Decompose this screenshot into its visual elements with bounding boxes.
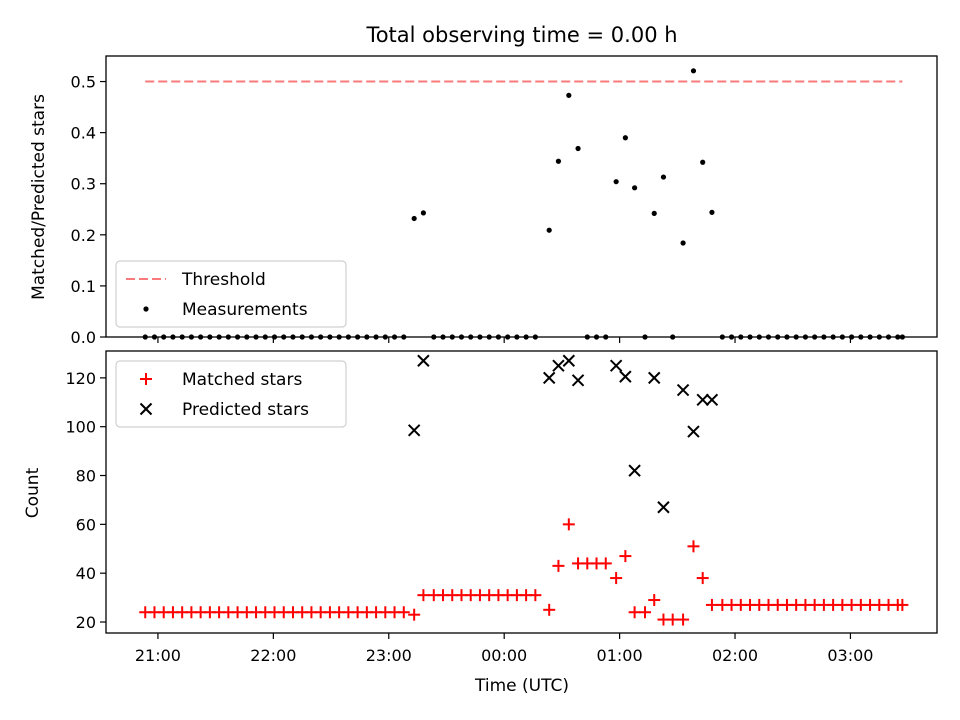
legend-swatch: [140, 373, 152, 385]
data-point: [408, 608, 421, 621]
x-tick-label: 03:00: [827, 646, 873, 665]
data-point: [575, 145, 581, 152]
data-point: [666, 613, 679, 626]
data-point: [555, 158, 562, 164]
bottom-legend: Matched stars Predicted stars: [115, 360, 347, 428]
data-point: [632, 185, 638, 191]
top-axes: 0.0 0.1 0.2 0.3 0.4 0.5: [71, 55, 938, 347]
data-point: [411, 215, 417, 222]
data-point: [529, 589, 542, 602]
data-point: [542, 371, 556, 385]
data-point: [657, 501, 670, 514]
data-point: [543, 603, 556, 616]
y-tick-label: 0.4: [71, 124, 96, 143]
data-point: [700, 159, 706, 165]
data-point: [599, 557, 612, 570]
y-tick-label: 60: [76, 515, 96, 534]
legend-entry: Threshold: [126, 270, 266, 290]
data-point: [552, 559, 565, 572]
top-legend: Threshold Measurements: [115, 260, 347, 328]
data-point: [705, 393, 719, 407]
data-point: [696, 393, 709, 407]
data-point: [651, 210, 657, 216]
data-point: [676, 383, 690, 397]
data-point: [613, 179, 619, 185]
chart-title: Total observing time = 0.00 h: [365, 23, 677, 47]
bottom-plot-marks: [139, 354, 909, 626]
data-point: [619, 550, 632, 563]
legend-label: Measurements: [182, 300, 308, 320]
data-point: [896, 598, 909, 611]
data-point: [609, 359, 623, 372]
data-point: [417, 589, 430, 602]
y-tick-label: 20: [76, 613, 96, 632]
data-point: [552, 359, 565, 372]
y-tick-label: 100: [65, 418, 96, 437]
bottom-axes-frame: [105, 350, 938, 634]
legend-box: [115, 260, 347, 328]
data-point: [709, 209, 715, 215]
y-tick-label: 40: [76, 564, 96, 583]
data-point: [638, 606, 651, 619]
y-tick-label: 120: [65, 369, 96, 388]
legend-swatch: [143, 306, 149, 312]
data-point: [546, 227, 552, 233]
data-point: [696, 572, 709, 585]
data-point: [690, 68, 697, 74]
x-axis-label: Time (UTC): [474, 676, 569, 696]
legend-swatch: [139, 402, 153, 416]
data-point: [648, 594, 661, 607]
series-predicted-stars: [407, 354, 719, 514]
x-tick-label: 22:00: [250, 646, 296, 665]
data-point: [417, 354, 430, 367]
y-tick-label: 0.2: [71, 226, 96, 245]
data-point: [407, 424, 421, 437]
legend-box: [115, 360, 347, 428]
y-tick-label: 80: [76, 467, 96, 486]
data-point: [420, 210, 426, 216]
data-point: [619, 370, 632, 383]
legend-entry: Measurements: [143, 300, 308, 320]
legend-label: Threshold: [181, 270, 266, 290]
data-point: [562, 354, 576, 367]
top-axes-frame: [105, 55, 938, 338]
data-point: [628, 606, 641, 619]
data-point: [566, 92, 572, 98]
data-point: [571, 374, 585, 387]
x-tick-label: 21:00: [135, 646, 181, 665]
x-tick-label: 02:00: [712, 646, 758, 665]
bottom-panel: Count Time (UTC) 20 40 60 80 100 120 21:00 22:0…: [23, 350, 938, 696]
x-tick-label: 00:00: [481, 646, 527, 665]
x-tick-label: 01:00: [597, 646, 643, 665]
bottom-axes: 20 40 60 80 100 120 21:00 22:00 23:00 00:00 01:00 0…: [65, 350, 938, 665]
data-point: [687, 425, 700, 438]
top-y-axis-label: Matched/Predicted stars: [29, 94, 49, 300]
data-point: [562, 518, 575, 531]
bottom-y-axis-label: Count: [23, 467, 43, 518]
y-tick-label: 0.3: [71, 175, 96, 194]
data-point: [660, 174, 667, 180]
y-tick-label: 0.0: [71, 328, 96, 347]
x-tick-label: 23:00: [366, 646, 412, 665]
data-point: [680, 240, 686, 246]
legend-label: Predicted stars: [182, 400, 309, 420]
data-point: [628, 464, 641, 477]
data-point: [648, 371, 661, 385]
legend-entry: Predicted stars: [139, 400, 309, 420]
legend-label: Matched stars: [182, 370, 302, 390]
y-tick-label: 0.1: [71, 277, 96, 296]
top-panel: Total observing time = 0.00 h Matched/Pr…: [29, 23, 938, 347]
legend-entry: Matched stars: [140, 370, 302, 390]
data-point: [622, 135, 628, 141]
y-tick-label: 0.5: [71, 73, 96, 92]
data-point: [397, 606, 410, 619]
data-point: [677, 613, 690, 626]
series-matched-stars: [139, 518, 909, 626]
data-point: [687, 540, 700, 553]
data-point: [705, 598, 718, 611]
data-point: [610, 572, 623, 585]
